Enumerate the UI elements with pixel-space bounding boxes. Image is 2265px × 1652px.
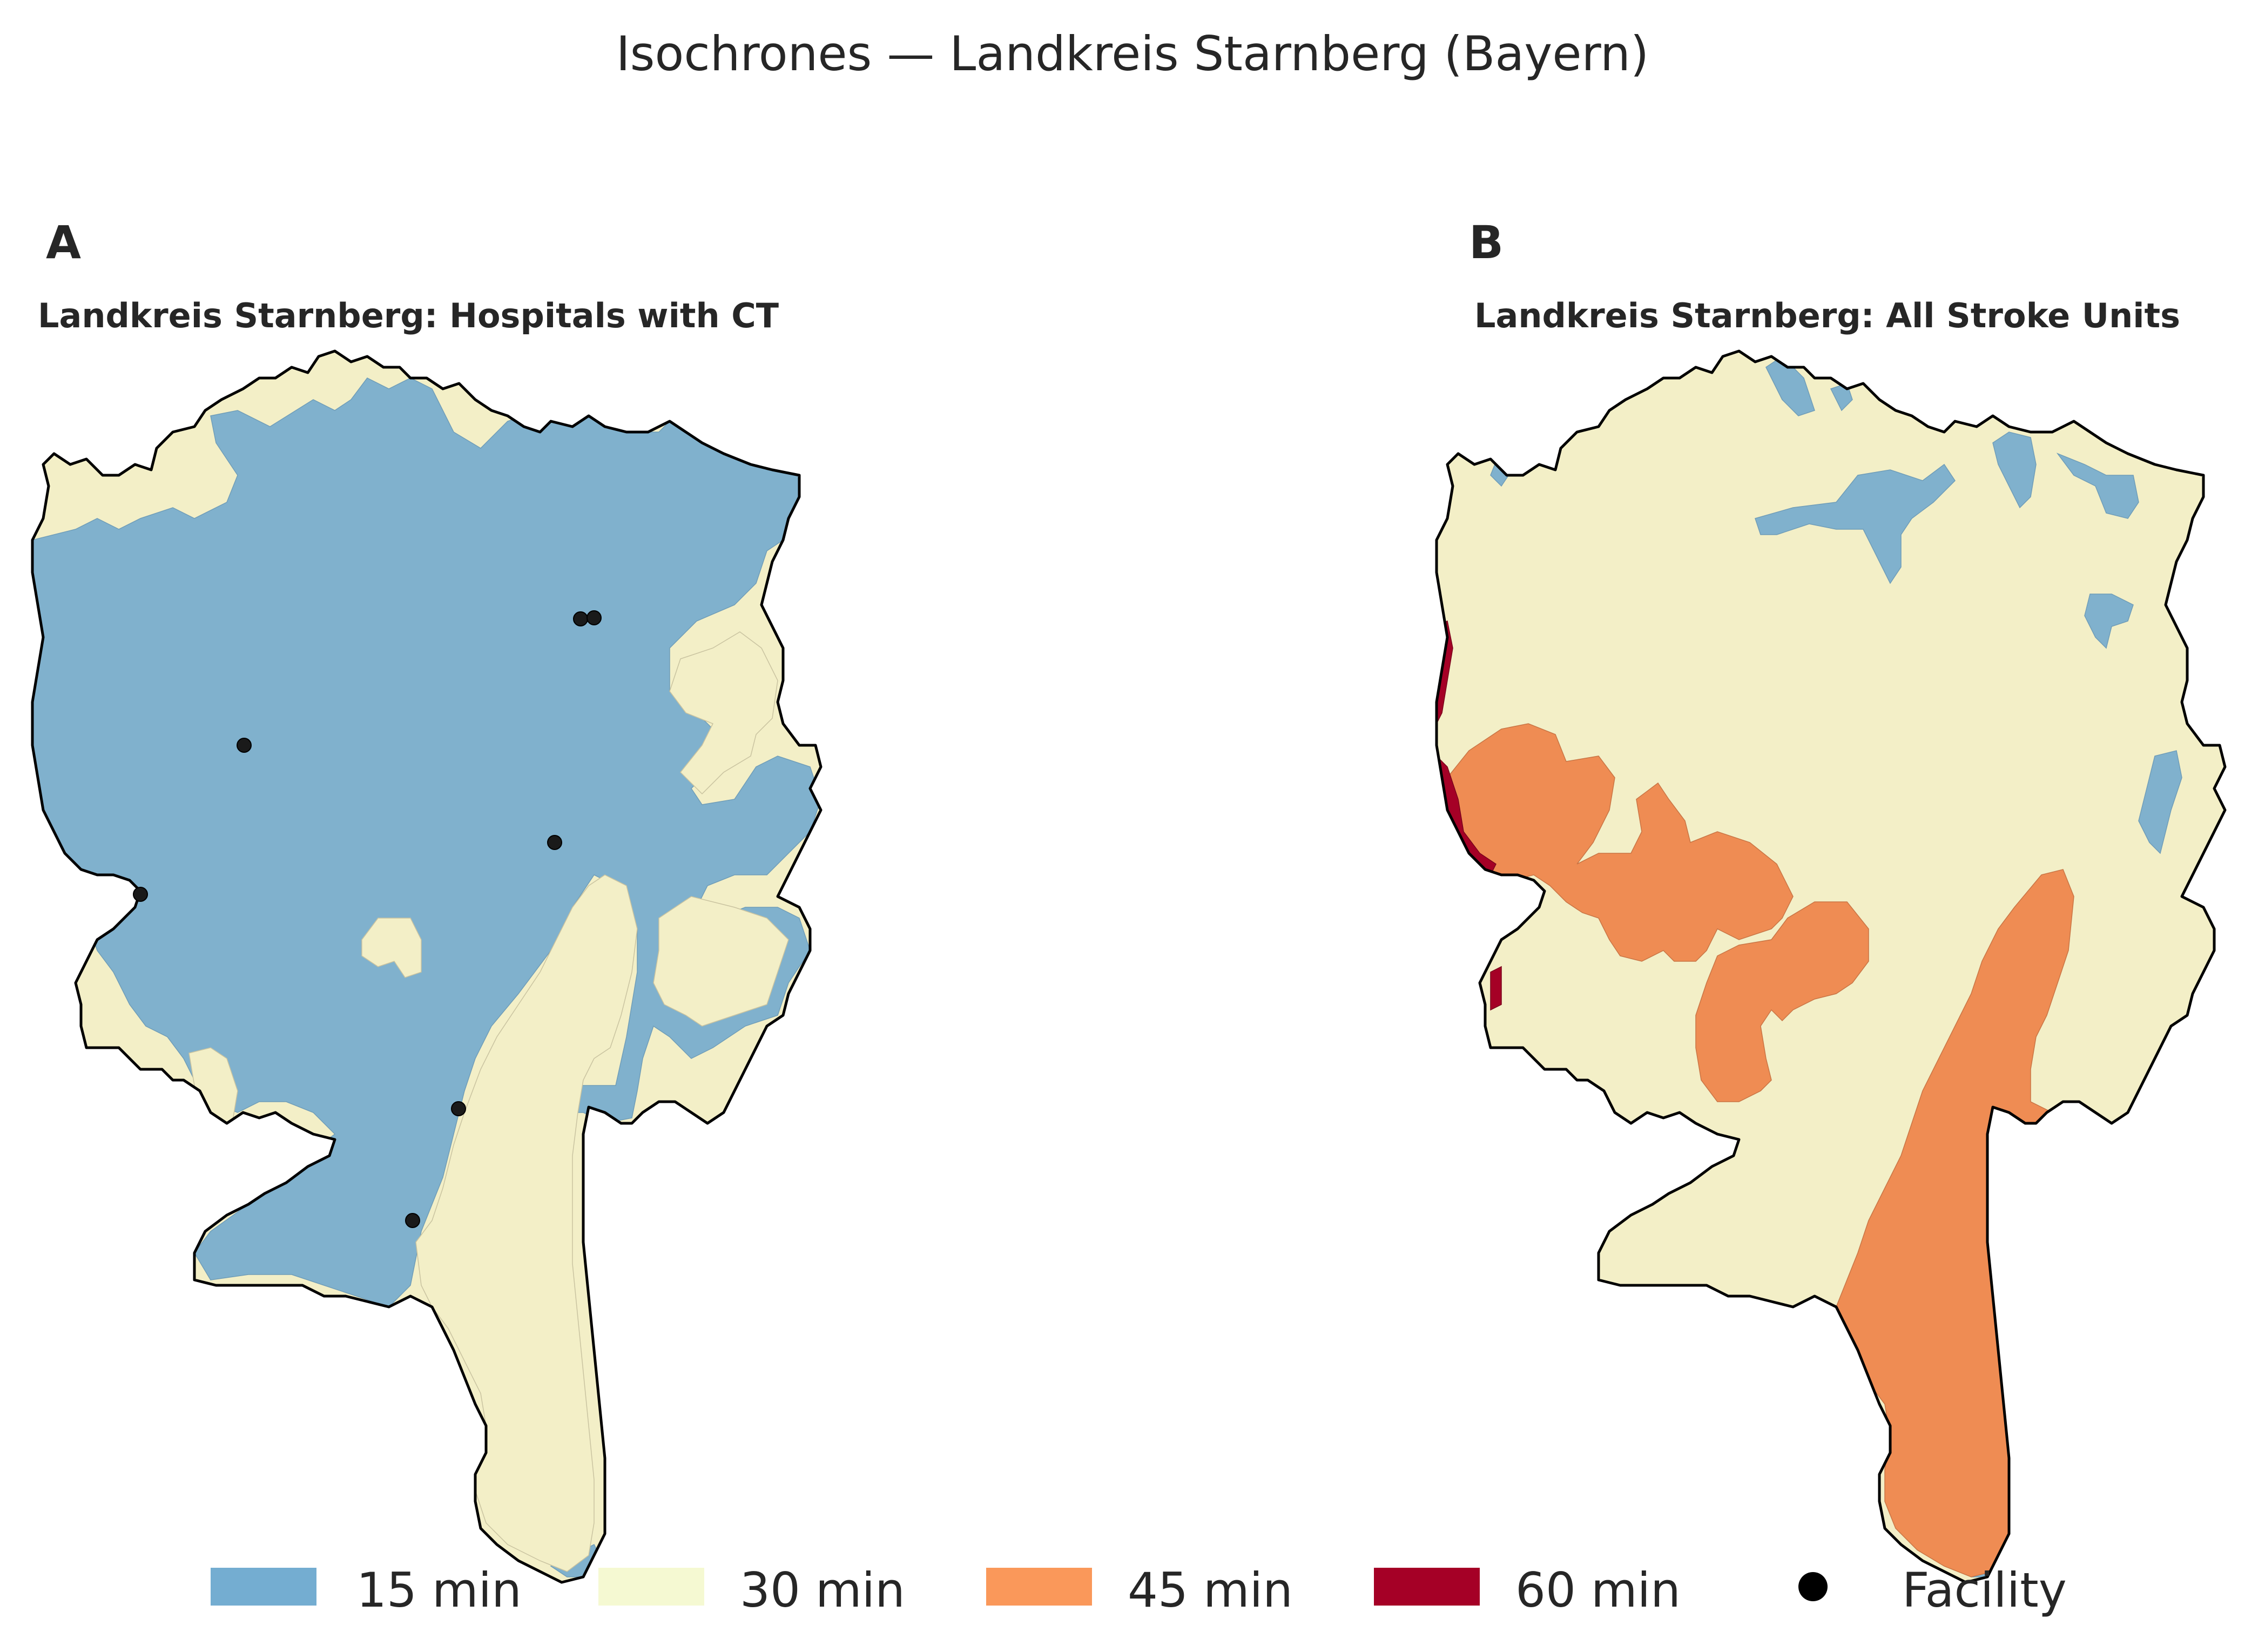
map-b <box>1435 349 2227 1584</box>
isochrone-60min-b-3 <box>1490 966 1502 1011</box>
legend-label-45min: 45 min <box>1128 1562 1293 1618</box>
facility-marker[interactable] <box>133 887 148 902</box>
facility-marker-icon <box>1798 1572 1828 1601</box>
panel-title-a: Landkreis Starnberg: Hospitals with CT <box>38 296 779 335</box>
legend-swatch-45min <box>986 1568 1092 1606</box>
legend-label-60min: 60 min <box>1515 1562 1681 1618</box>
isochrone-15min-b-3 <box>1755 463 1956 584</box>
panel-letter-b: B <box>1469 216 1504 269</box>
isochrone-15min-b-9 <box>1506 1231 1545 1307</box>
district-boundary-a <box>31 349 823 1584</box>
facility-marker[interactable] <box>547 835 562 850</box>
panel-title-b: Landkreis Starnberg: All Stroke Units <box>1474 296 2181 335</box>
isochrone-15min-b-7 <box>2138 750 2182 854</box>
legend-label-15min: 15 min <box>356 1562 522 1618</box>
facility-marker[interactable] <box>451 1101 466 1116</box>
isochrone-15min-b-5 <box>2056 453 2139 519</box>
legend-swatch-15min <box>211 1568 316 1606</box>
facility-marker[interactable] <box>405 1213 420 1228</box>
panel-b: B Landkreis Starnberg: All Stroke Units <box>1435 216 2265 1584</box>
legend-swatch-30min <box>598 1568 704 1606</box>
legend-swatch-60min <box>1374 1568 1480 1606</box>
legend-label-30min: 30 min <box>740 1562 905 1618</box>
facility-marker[interactable] <box>587 610 602 625</box>
legend-label-facility: Facility <box>1902 1562 2067 1618</box>
facility-marker[interactable] <box>237 738 252 753</box>
isochrone-30min-a-island-2 <box>653 896 789 1027</box>
panel-letter-a: A <box>46 216 82 269</box>
facility-markers-a <box>133 610 602 1228</box>
isochrone-15min-b-6 <box>2084 594 2134 649</box>
district-boundary-b <box>1435 349 2227 1584</box>
panel-a: A Landkreis Starnberg: Hospitals with CT <box>31 216 875 1584</box>
map-a <box>31 349 823 1584</box>
facility-marker[interactable] <box>573 611 588 626</box>
legend: 15 min 30 min 45 min 60 min Facility <box>0 1558 2265 1618</box>
isochrone-30min-a-lake <box>415 874 638 1572</box>
isochrone-30min-a-island-3 <box>361 918 422 978</box>
isochrone-15min-b-4 <box>1992 431 2037 509</box>
isochrone-15min-b-10 <box>1560 1285 1621 1318</box>
isochrone-30min-a-island-1 <box>669 631 778 795</box>
isochrone-45min-b-west <box>1437 723 1794 962</box>
isochrone-45min-b-center <box>1695 901 1869 1102</box>
figure-title: Isochrones — Landkreis Starnberg (Bayern… <box>616 26 1649 82</box>
isochrone-15min-a <box>32 377 821 1307</box>
